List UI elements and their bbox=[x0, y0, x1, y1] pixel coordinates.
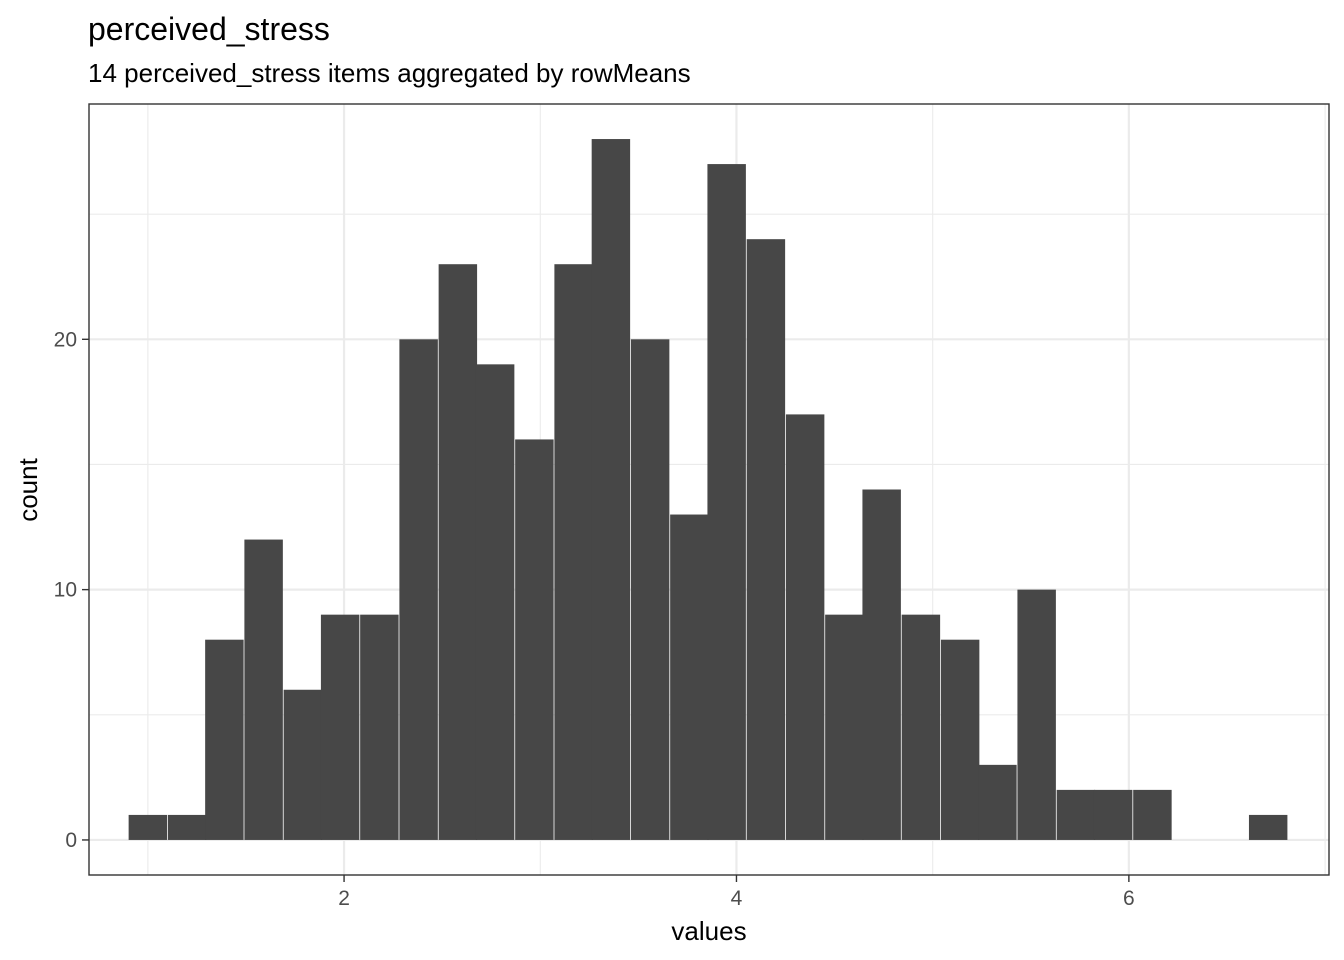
histogram-bar bbox=[862, 489, 901, 840]
histogram-bar bbox=[1056, 789, 1096, 840]
chart-title: perceived_stress bbox=[88, 11, 330, 47]
histogram-bar bbox=[630, 339, 670, 840]
y-axis-title: count bbox=[13, 457, 43, 521]
y-tick-label: 0 bbox=[65, 829, 77, 852]
y-tick-label: 20 bbox=[54, 328, 77, 351]
histogram-bar bbox=[283, 689, 323, 840]
x-axis-title: values bbox=[671, 916, 746, 946]
x-tick-label: 4 bbox=[731, 887, 743, 910]
histogram-bar bbox=[399, 339, 438, 840]
x-tick-label: 2 bbox=[338, 887, 350, 910]
y-tick-label: 10 bbox=[54, 579, 77, 602]
histogram-bar bbox=[901, 614, 941, 840]
histogram-bar bbox=[1093, 789, 1133, 840]
histogram-bar bbox=[360, 614, 399, 840]
histogram-bar bbox=[591, 139, 631, 840]
histogram-bar bbox=[128, 814, 168, 840]
histogram-bar bbox=[707, 164, 746, 840]
panel-border bbox=[88, 103, 1330, 876]
histogram-bar bbox=[475, 364, 515, 840]
chart-subtitle: 14 perceived_stress items aggregated by … bbox=[88, 58, 691, 88]
plot-panel: 2 4 6 0 10 20 bbox=[54, 103, 1330, 910]
histogram-bar bbox=[1017, 589, 1056, 840]
histogram-bar bbox=[940, 639, 980, 840]
histogram-bar bbox=[205, 639, 244, 840]
histogram-bar bbox=[825, 614, 864, 840]
histogram-bar bbox=[670, 514, 709, 840]
histogram-bar bbox=[554, 264, 593, 840]
histogram-bar bbox=[1248, 814, 1288, 840]
histogram-bar bbox=[978, 764, 1017, 840]
histogram-bar bbox=[244, 539, 283, 840]
histogram-bar bbox=[785, 414, 825, 840]
x-tick-label: 6 bbox=[1123, 887, 1135, 910]
histogram-bar bbox=[438, 264, 478, 840]
histogram-bar bbox=[1133, 789, 1172, 840]
histogram-bar bbox=[515, 439, 554, 840]
histogram-bar bbox=[746, 239, 786, 840]
histogram-bar bbox=[320, 614, 360, 840]
histogram-bar bbox=[167, 814, 207, 840]
